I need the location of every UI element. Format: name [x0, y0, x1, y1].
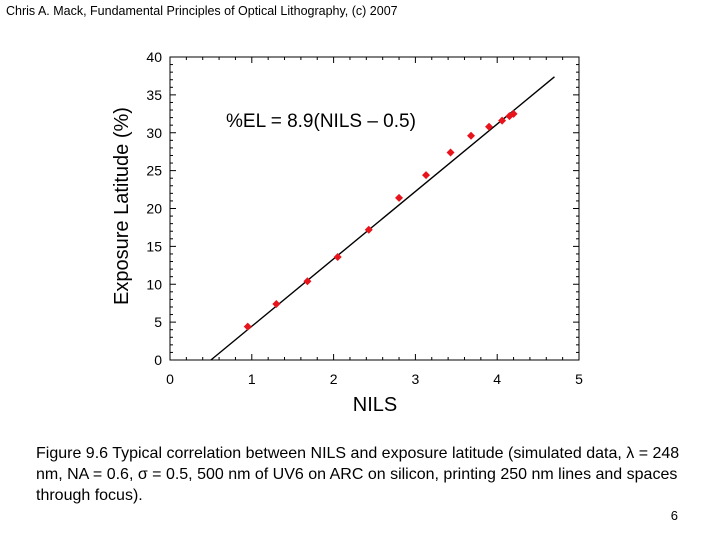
- figure-caption: Figure 9.6 Typical correlation between N…: [36, 443, 686, 506]
- y-tick-label: 15: [146, 238, 162, 254]
- x-tick-label: 2: [330, 371, 338, 387]
- y-tick-label: 35: [146, 87, 162, 103]
- x-tick-label: 3: [412, 371, 420, 387]
- y-tick-label: 5: [154, 314, 162, 330]
- caption-text-2: = 248 nm, NA = 0.6,: [36, 445, 680, 483]
- data-point: [364, 225, 373, 234]
- data-point: [422, 171, 431, 180]
- data-point: [498, 116, 507, 125]
- data-point: [485, 122, 494, 131]
- data-points: [243, 109, 518, 331]
- data-point: [243, 322, 252, 331]
- x-tick-label: 5: [575, 371, 583, 387]
- caption-text-1: Figure 9.6 Typical correlation between N…: [36, 445, 627, 462]
- y-tick-label: 0: [154, 352, 162, 368]
- y-axis-label: Exposure Latitude (%): [111, 107, 133, 305]
- x-tick-label: 0: [166, 371, 174, 387]
- data-point: [272, 299, 281, 308]
- fit-equation: %EL = 8.9(NILS – 0.5): [226, 111, 416, 132]
- y-tick-label: 10: [146, 276, 162, 292]
- tick-marks: [169, 56, 580, 361]
- y-tick-labels: 0 5 10 15 20 25 30 35 40: [146, 49, 162, 368]
- caption-text-3: = 0.5, 500 nm of UV6 on ARC on silicon, …: [36, 466, 678, 504]
- lambda-symbol: λ: [626, 445, 635, 462]
- data-point: [395, 193, 404, 202]
- x-axis-label: NILS: [353, 394, 397, 416]
- sigma-symbol: σ: [137, 466, 148, 483]
- plot-frame: [169, 56, 580, 361]
- page-number: 6: [670, 508, 678, 523]
- data-point: [303, 277, 312, 286]
- fit-line: [210, 76, 555, 361]
- x-tick-labels: 0 1 2 3 4 5: [166, 371, 583, 387]
- data-point: [509, 109, 518, 118]
- data-point: [446, 148, 455, 157]
- data-point: [333, 252, 342, 261]
- x-tick-label: 1: [248, 371, 256, 387]
- header-citation: Chris A. Mack, Fundamental Principles of…: [6, 4, 398, 18]
- y-tick-label: 20: [146, 201, 162, 217]
- y-tick-label: 25: [146, 163, 162, 179]
- y-tick-label: 30: [146, 125, 162, 141]
- y-tick-label: 40: [146, 49, 162, 65]
- x-tick-label: 4: [493, 371, 501, 387]
- data-point: [467, 131, 476, 140]
